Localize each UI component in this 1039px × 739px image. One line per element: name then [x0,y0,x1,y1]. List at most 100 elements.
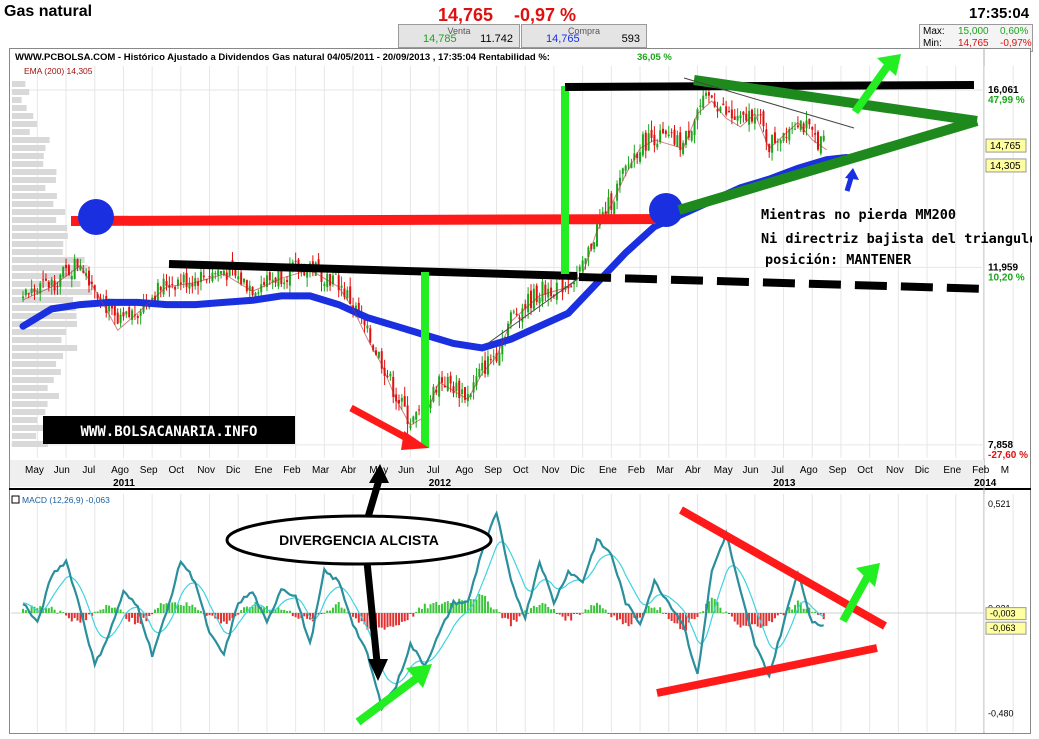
macd-hist-bar [573,613,576,614]
volume-bar [12,441,49,447]
candle-body [463,387,466,400]
x-tick-label: Ago [456,465,474,476]
candle-body [271,279,274,283]
macd-hist-bar [819,613,822,615]
volume-bar [12,417,38,423]
macd-hist-bar [99,609,102,613]
candle-body [561,273,564,293]
candle-body [119,314,122,324]
candle-body [248,285,251,291]
macd-hist-bar [125,613,128,619]
candle-body [446,376,449,391]
price-tag-text: 14,765 [990,141,1021,152]
candle-body [492,356,495,358]
volume-bar [12,137,50,143]
macd-hist-bar [684,613,687,631]
volume-bar [12,425,54,431]
macd-hist-bar [472,599,475,613]
candle-body [30,288,33,294]
candle-body [521,308,524,322]
macd-hist-bar [552,609,555,613]
macd-hist-bar [73,613,76,619]
candle-body [211,272,214,282]
macd-hist-bar [779,613,782,614]
macd-hist-bar [133,613,136,625]
candle-body [816,131,819,150]
macd-hist-bar [395,613,398,626]
x-tick-label: Jun [398,465,414,476]
macd-hist-bar [47,608,50,613]
candle-body [518,317,521,320]
candle-body [286,280,289,282]
macd-hist-bar [742,613,745,626]
macd-hist-bar [627,613,630,627]
volume-bar [12,305,76,311]
x-tick-label: Dic [226,465,240,476]
red-arrow-down-head [401,431,429,450]
drawn-annotations [70,54,990,450]
volume-bar [12,249,63,255]
candle-body [323,283,326,287]
macd-hist-bar [676,613,679,624]
candle-body [245,280,248,292]
x-tick-label: Oct [857,465,873,476]
macd-hist-bar [618,613,621,620]
blue-circle-right [649,193,683,227]
macd-hist-bar [326,610,329,613]
candle-body [240,272,243,285]
macd-hist-bar [119,609,122,613]
candle-body [280,271,283,285]
candle-body [412,416,415,423]
candle-body [507,323,510,340]
macd-hist-bar [386,613,389,628]
candle-body [392,376,395,397]
candle-body [759,114,762,116]
candle-body [458,380,461,399]
candle-body [452,386,455,394]
volume-bar [12,385,48,391]
macd-panel-toggle-icon[interactable] [11,495,20,504]
candle-body [65,264,68,269]
macd-hist-bar [492,609,495,613]
macd-hist-bar [469,599,472,613]
candle-body [796,125,799,128]
candle-body [472,382,475,393]
candle-body [435,389,438,393]
candle-body [578,266,581,272]
blue-circle-left [78,199,114,235]
candle-body [587,247,590,258]
macd-hist-bar [389,613,392,627]
candle-body [702,95,705,108]
macd-hist-bar [171,602,174,613]
macd-hist-bar [357,613,360,623]
macd-hist-bar [570,613,573,621]
volume-bar [12,217,57,223]
candle-body [524,304,527,310]
x-year-label: 2012 [429,478,452,489]
macd-hist-bar [237,613,240,615]
macd-hist-bar [799,602,802,613]
volume-bar [12,265,88,271]
macd-hist-bar [794,604,797,613]
volume-bar [12,433,37,439]
macd-hist-bar [702,611,705,613]
candle-body [739,115,742,119]
macd-tag-box [985,607,1027,621]
candle-body [354,305,357,311]
black-dashed-extension [578,273,990,293]
macd-hist-bar [90,613,93,616]
candle-body [214,272,217,275]
candle-body [596,222,598,247]
macd-hist-bar [756,613,759,627]
macd-hist-bar [529,608,532,613]
macd-hist-bar [725,611,728,613]
candle-body [182,274,185,283]
macd-hist-bar [584,609,587,613]
macd-hist-bar [441,603,444,613]
candle-body [541,281,544,302]
green-triangle-bottom [677,116,979,215]
candle-body [24,289,27,296]
macd-hist-bar [610,613,613,618]
macd-hist-bar [415,611,418,613]
candle-body [88,270,91,286]
